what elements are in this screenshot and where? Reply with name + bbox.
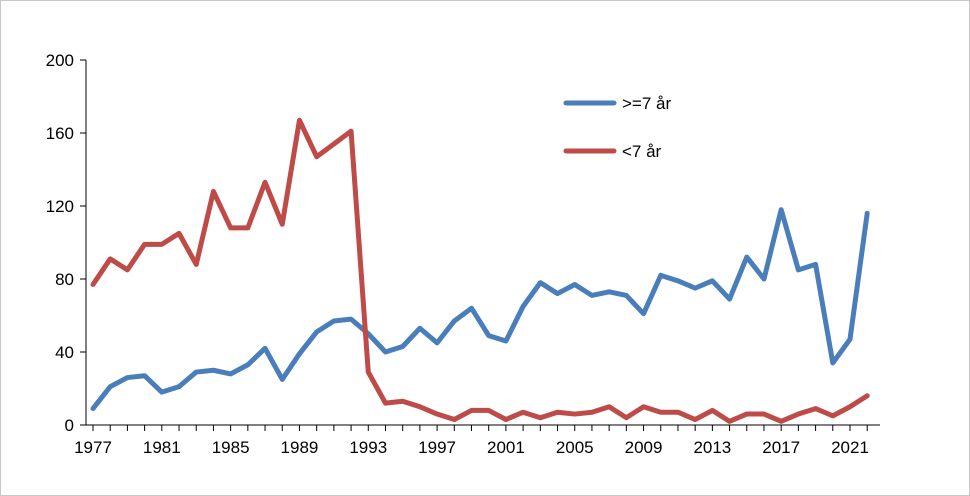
y-tick-label: 40 bbox=[55, 343, 74, 362]
x-tick-label: 1989 bbox=[281, 438, 319, 457]
legend-label: >=7 år bbox=[622, 94, 671, 113]
x-axis-ticks: 1977 1981 1985 1989 1993 1997 2001 2005 2009 2013… bbox=[74, 425, 869, 457]
legend: >=7 år <7 år bbox=[563, 94, 671, 161]
x-tick-label: 2021 bbox=[831, 438, 869, 457]
series-line-lt7 bbox=[90, 117, 870, 424]
y-axis-ticks: 0 40 80 120 160 200 bbox=[46, 51, 86, 435]
x-tick-label: 2009 bbox=[625, 438, 663, 457]
x-tick-label: 1977 bbox=[74, 438, 112, 457]
series-layer bbox=[90, 117, 870, 424]
y-tick-label: 80 bbox=[55, 270, 74, 289]
y-tick-label: 160 bbox=[46, 124, 74, 143]
x-tick-label: 1997 bbox=[418, 438, 456, 457]
x-tick-label: 1993 bbox=[349, 438, 387, 457]
series-line-ge7 bbox=[90, 207, 870, 412]
x-tick-label: 2001 bbox=[487, 438, 525, 457]
x-tick-label: 1981 bbox=[143, 438, 181, 457]
y-tick-label: 200 bbox=[46, 51, 74, 70]
y-tick-label: 0 bbox=[65, 416, 74, 435]
legend-label: <7 år bbox=[622, 142, 662, 161]
y-tick-label: 120 bbox=[46, 197, 74, 216]
x-tick-label: 1985 bbox=[212, 438, 250, 457]
x-tick-label: 2005 bbox=[556, 438, 594, 457]
x-tick-label: 2017 bbox=[762, 438, 800, 457]
x-tick-label: 2013 bbox=[693, 438, 731, 457]
axes bbox=[85, 60, 880, 426]
